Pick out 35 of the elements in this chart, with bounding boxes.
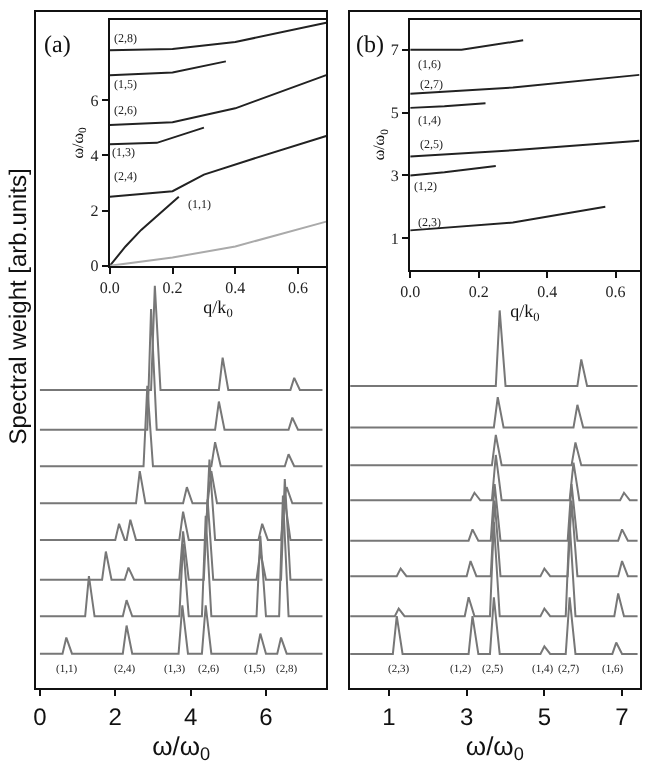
line-series [109, 195, 180, 266]
y-tick-label: 4 [90, 146, 99, 165]
x-tick-label: 7 [615, 702, 630, 731]
x-tick-label: 0 [33, 702, 48, 731]
x-axis-title: ω/ω$_{0}$ [152, 730, 211, 765]
x-tick-label: 0.6 [288, 279, 308, 298]
x-tick-label: 0.2 [162, 279, 183, 298]
x-tick-label: 0.0 [99, 279, 120, 298]
x-axis-title: ω/ω$_{0}$ [465, 730, 524, 765]
x-axis-title: q/k$_{0}$ [203, 297, 233, 321]
x-tick-label: 2 [108, 702, 123, 731]
y-tick-label: 0 [90, 257, 99, 276]
y-tick-label: 6 [90, 91, 99, 110]
x-tick-label: 0.6 [605, 283, 626, 302]
y-tick-label: 5 [390, 104, 399, 123]
y-tick-label: 3 [390, 167, 399, 185]
x-tick-label: 3 [459, 702, 474, 731]
line-series [109, 21, 327, 52]
y-tick-label: 2 [90, 202, 99, 221]
text: (a) [44, 30, 71, 58]
y-tick-label: 7 [390, 41, 399, 60]
x-tick-label: 5 [537, 702, 552, 731]
y-tick-label: 1 [390, 229, 399, 248]
x-tick-label: 4 [183, 702, 198, 731]
x-tick-label: 6 [259, 702, 274, 731]
x-axis-title: q/k$_{0}$ [510, 301, 540, 325]
x-tick-label: 0.0 [400, 283, 421, 302]
text: (b) [356, 30, 384, 58]
x-tick-label: 0.4 [225, 279, 246, 298]
line-series [109, 220, 327, 266]
line-series [109, 74, 327, 126]
x-tick-label: 0.4 [537, 283, 558, 302]
line-series [109, 134, 327, 198]
x-tick-label: 0.2 [468, 283, 489, 302]
y-axis-title: Spectral weight [arb.units] [3, 168, 32, 445]
